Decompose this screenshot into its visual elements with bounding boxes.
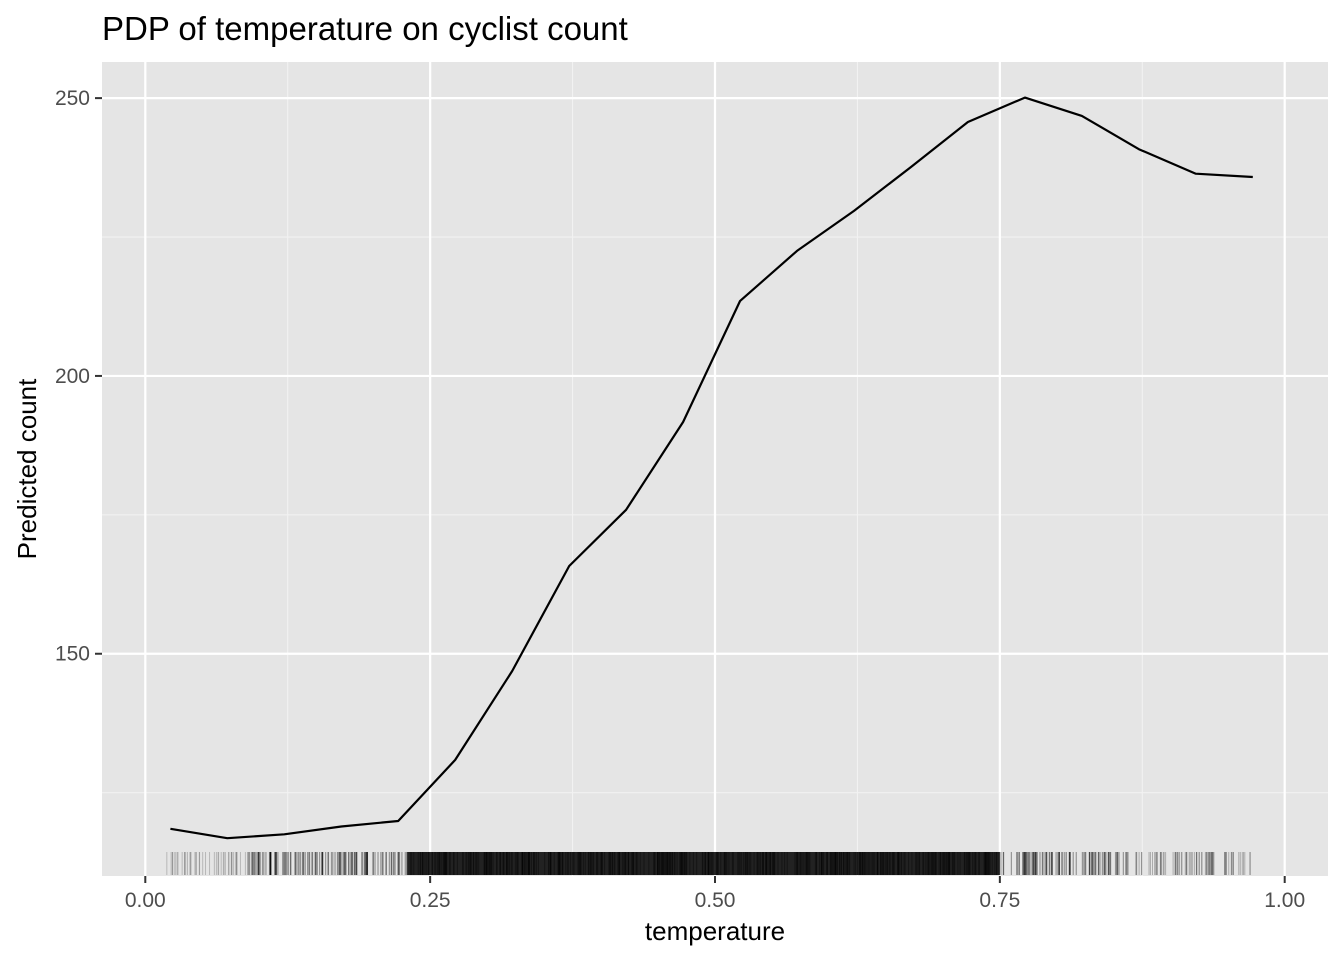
y-axis-title: Predicted count <box>12 378 42 559</box>
y-tick-label: 250 <box>55 87 90 110</box>
major-gridlines <box>102 62 1328 876</box>
pdp-line <box>170 96 1253 840</box>
rug-marks <box>166 852 1251 875</box>
x-tick-label: 0.25 <box>410 889 451 912</box>
x-axis-title: temperature <box>645 916 785 946</box>
x-tick-label: 0.75 <box>979 889 1020 912</box>
chart-title: PDP of temperature on cyclist count <box>102 10 628 47</box>
x-tick-label: 0.00 <box>125 889 166 912</box>
x-axis: 0.00 0.25 0.50 0.75 1.00 <box>125 876 1305 912</box>
x-tick-label: 1.00 <box>1264 889 1305 912</box>
y-axis: 150 200 250 <box>55 87 102 666</box>
x-tick-label: 0.50 <box>695 889 736 912</box>
y-tick-label: 150 <box>55 643 90 666</box>
y-tick-label: 200 <box>55 365 90 388</box>
rug-dense-band <box>407 852 1000 875</box>
